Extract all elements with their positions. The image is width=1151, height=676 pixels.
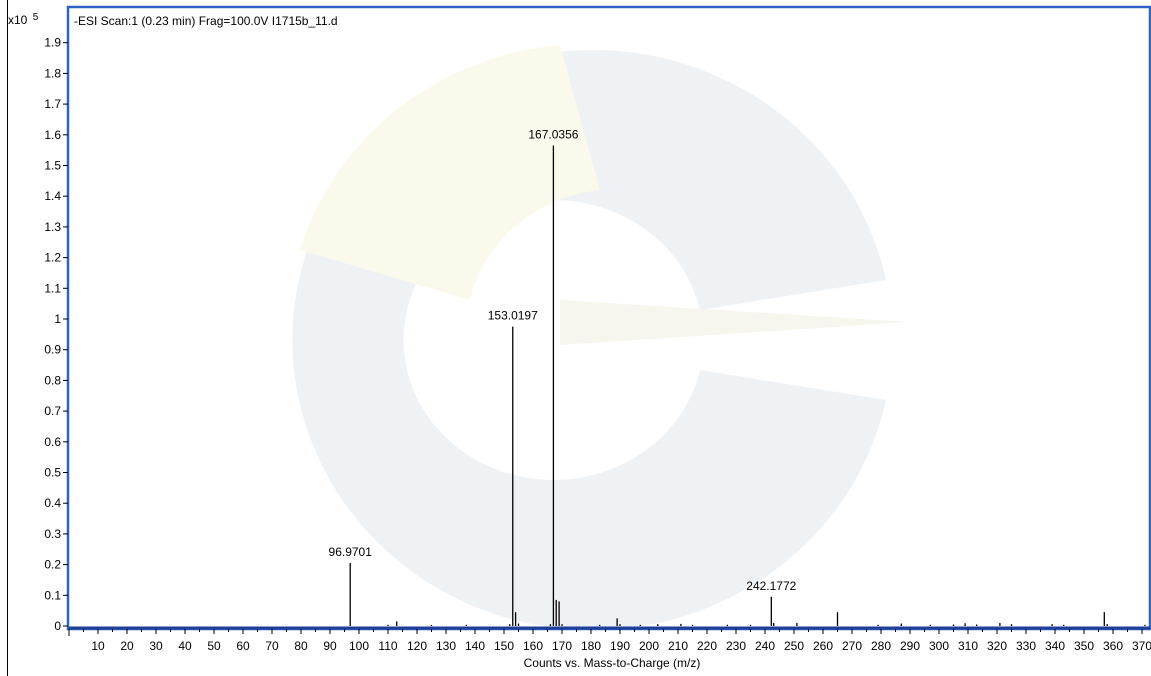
y-tick-label: 1.4 [44, 189, 61, 203]
y-tick-label: 1.7 [44, 97, 61, 111]
peak-label: 167.0356 [528, 128, 578, 142]
x-tick-label: 350 [1074, 639, 1094, 653]
y-tick-label: 1.6 [44, 128, 61, 142]
x-tick-label: 320 [987, 639, 1007, 653]
x-tick-label: 190 [610, 639, 630, 653]
x-tick-label: 40 [178, 639, 192, 653]
y-tick-label: 1.9 [44, 36, 61, 50]
x-tick-label: 370 [1132, 639, 1151, 653]
peak-label: 242.1772 [746, 579, 796, 593]
peak-label: 96.9701 [329, 545, 373, 559]
x-tick-label: 60 [236, 639, 250, 653]
y-tick-label: 1.5 [44, 159, 61, 173]
x-tick-label: 160 [523, 639, 543, 653]
x-tick-label: 270 [842, 639, 862, 653]
x-tick-label: 50 [207, 639, 221, 653]
x-tick-label: 290 [900, 639, 920, 653]
x-tick-label: 90 [323, 639, 337, 653]
y-tick-label: 0 [54, 619, 61, 633]
watermark-logo [292, 45, 910, 630]
x-tick-label: 100 [349, 639, 369, 653]
x-tick-label: 220 [697, 639, 717, 653]
x-tick-label: 310 [958, 639, 978, 653]
x-tick-label: 10 [91, 639, 105, 653]
x-tick-label: 140 [465, 639, 485, 653]
x-axis-label: Counts vs. Mass-to-Charge (m/z) [524, 656, 701, 670]
x-tick-label: 210 [668, 639, 688, 653]
y-tick-label: 1.1 [44, 281, 61, 295]
x-tick-label: 330 [1016, 639, 1036, 653]
y-tick-label: 0.8 [44, 373, 61, 387]
peak-labels-layer: 96.9701 153.0197 167.0356 242.1772 [329, 128, 797, 593]
x-tick-label: 20 [120, 639, 134, 653]
x-tick-label: 70 [265, 639, 279, 653]
y-tick-label: 1.3 [44, 220, 61, 234]
y-tick-label: 1.8 [44, 66, 61, 80]
x-tick-label: 30 [149, 639, 163, 653]
x-tick-label: 120 [407, 639, 427, 653]
x-tick-label: 200 [639, 639, 659, 653]
x-tick-label: 110 [378, 639, 397, 653]
y-tick-label: 0.2 [44, 558, 61, 572]
x-tick-label: 180 [581, 639, 601, 653]
y-tick-label: 0.3 [44, 527, 61, 541]
x-tick-label: 250 [784, 639, 804, 653]
y-tick-label: 0.5 [44, 466, 61, 480]
peaks-layer [349, 145, 1146, 626]
x-tick-label: 260 [813, 639, 833, 653]
peak-label: 153.0197 [488, 309, 538, 323]
y-tick-label: 0.9 [44, 343, 61, 357]
y-tick-label: 0.1 [44, 588, 61, 602]
x-tick-label: 170 [552, 639, 572, 653]
x-tick-label: 280 [871, 639, 891, 653]
x-tick-label: 360 [1103, 639, 1123, 653]
x-tick-label: 340 [1045, 639, 1065, 653]
x-tick-label: 150 [494, 639, 514, 653]
y-multiplier: x10 5 [8, 12, 39, 27]
y-tick-label: 0.6 [44, 435, 61, 449]
x-tick-label: 130 [436, 639, 456, 653]
y-tick-label: 0.4 [44, 496, 61, 510]
x-tick-label: 80 [294, 639, 308, 653]
y-tick-label: 1.2 [44, 251, 61, 265]
y-exponent: 5 [33, 12, 39, 23]
y-axis: 0 0.1 0.2 0.3 0.4 0.5 0.6 0.7 0.8 0.9 1 1.1 1.2 1.3 1.… [44, 36, 68, 633]
x-tick-label: 300 [929, 639, 949, 653]
x-axis: 10 20 30 40 50 60 70 80 90 100 110 120 130 140 150 160 1… [68, 629, 1151, 653]
y-tick-label: 0.7 [44, 404, 61, 418]
x-tick-label: 230 [726, 639, 746, 653]
y-tick-label: 1 [54, 312, 61, 326]
chart-title: -ESI Scan:1 (0.23 min) Frag=100.0V I1715… [74, 14, 338, 28]
left-border-rule [7, 0, 8, 676]
x-tick-label: 240 [755, 639, 775, 653]
